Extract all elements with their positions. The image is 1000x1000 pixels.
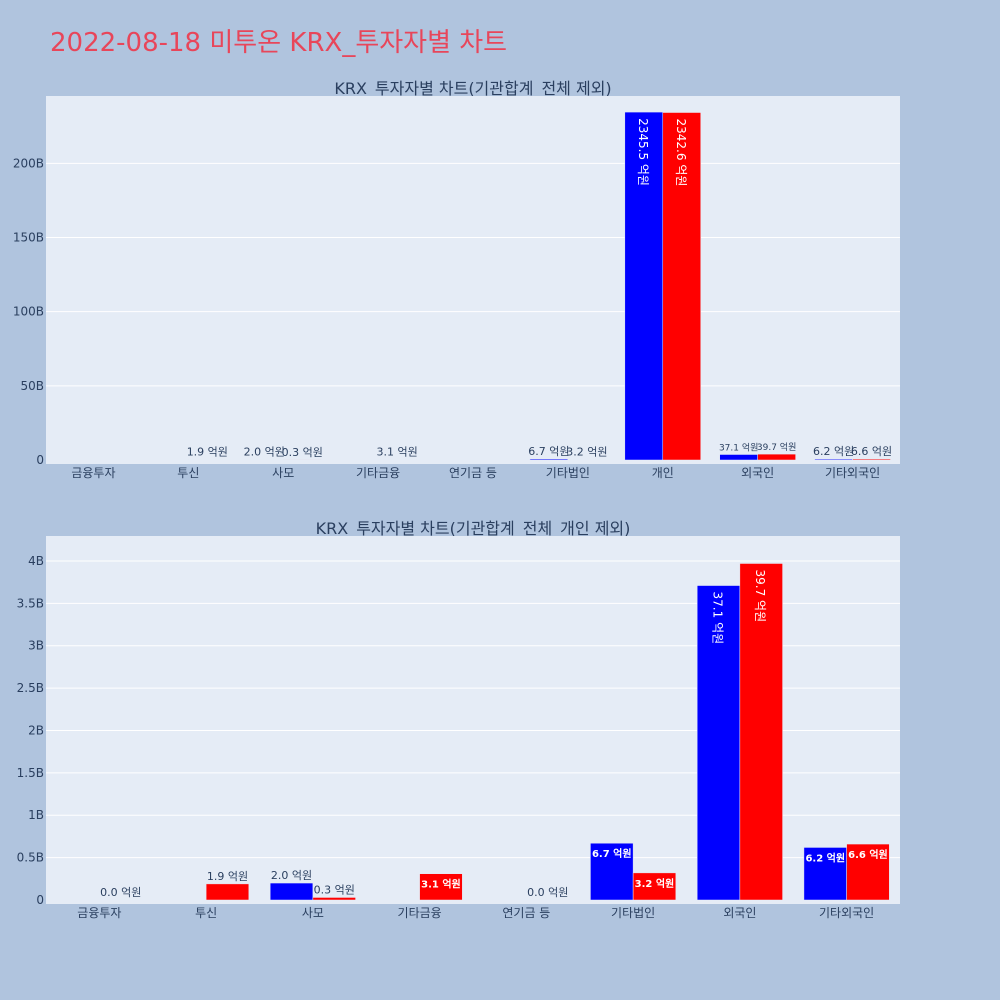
bar (757, 453, 796, 461)
bar (814, 458, 853, 461)
x-tick-label: 사모 (272, 466, 294, 480)
y-tick-label: 4B (28, 554, 44, 568)
bar (632, 872, 677, 901)
x-tick-label: 연기금 등 (449, 466, 497, 480)
data-label: 3.1 억원 (421, 878, 461, 891)
data-label: 6.7 억원 (592, 847, 632, 860)
x-tick-label: 기타법인 (546, 466, 590, 480)
bar (529, 458, 569, 461)
data-label: 0.0 억원 (100, 886, 141, 899)
data-label: 3.2 억원 (635, 877, 675, 890)
x-tick-label: 투신 (177, 466, 199, 480)
data-label: 6.2 억원 (813, 445, 854, 458)
x-tick-label: 외국인 (741, 466, 774, 480)
data-label: 37.1 억원 (719, 441, 758, 453)
x-tick-label: 외국인 (723, 906, 756, 920)
bar (719, 454, 758, 461)
chart-institutional-individual-excluded: KRX_투자자별 차트(기관합계_전체_개인 제외) 0 0.5B 1B 1.5B 2B… (17, 519, 900, 920)
y-tick-label: 100B (13, 305, 44, 319)
chart-institutional-excluded: KRX_투자자별 차트(기관합계_전체 제외) 0 50B 100B 150B 200B… (13, 79, 900, 480)
bar (696, 585, 741, 901)
data-label: 3.1 억원 (376, 446, 417, 459)
data-label: 0.3 억원 (282, 446, 323, 459)
x-tick-label: 기타금융 (356, 466, 400, 480)
data-label: 6.7 억원 (528, 445, 569, 458)
y-tick-label: 1B (28, 808, 44, 822)
x-tick-label: 기타법인 (611, 906, 655, 920)
y-tick-label: 2.5B (17, 681, 44, 695)
x-tick-label: 개인 (652, 466, 674, 480)
data-label: 39.7 억원 (753, 569, 767, 622)
chart-title: KRX_투자자별 차트(기관합계_전체 제외) (334, 79, 611, 99)
bar (269, 882, 314, 901)
y-tick-label: 200B (13, 156, 44, 170)
bar (419, 873, 463, 901)
plot-area (46, 96, 900, 464)
bar (846, 843, 890, 901)
x-tick-label: 금융투자 (77, 906, 121, 920)
y-tick-label: 0.5B (17, 851, 44, 865)
data-label: 6.2 억원 (805, 851, 845, 864)
data-label: 1.9 억원 (187, 446, 228, 459)
x-tick-label: 기타금융 (398, 906, 442, 920)
bar (739, 563, 783, 901)
data-label: 1.9 억원 (207, 870, 248, 883)
y-tick-label: 1.5B (17, 766, 44, 780)
bar (624, 111, 664, 461)
y-tick-label: 50B (20, 379, 44, 393)
data-label: 2342.6 억원 (674, 119, 688, 187)
x-tick-label: 투신 (195, 906, 217, 920)
data-label: 0.0 억원 (527, 886, 568, 899)
data-label: 6.6 억원 (848, 848, 888, 861)
x-tick-label: 기타외국인 (825, 466, 880, 480)
y-tick-label: 3B (28, 639, 44, 653)
data-label: 2.0 억원 (244, 446, 285, 459)
y-tick-label: 2B (28, 723, 44, 737)
x-tick-label: 기타외국인 (819, 906, 874, 920)
data-label: 0.3 억원 (314, 883, 355, 896)
x-tick-label: 연기금 등 (502, 906, 550, 920)
y-tick-label: 0 (36, 453, 44, 467)
bar (312, 897, 356, 901)
y-tick-label: 3.5B (17, 596, 44, 610)
data-label: 2.0 억원 (271, 869, 312, 882)
y-tick-label: 0 (36, 893, 44, 907)
data-label: 39.7 억원 (757, 441, 796, 453)
x-tick-label: 금융투자 (71, 466, 115, 480)
x-tick-label: 사모 (302, 906, 324, 920)
bar (803, 847, 847, 901)
bar (205, 883, 250, 901)
bar (852, 458, 891, 461)
data-label: 37.1 억원 (711, 592, 725, 645)
page-title: 2022-08-18 미투온 KRX_투자자별 차트 (50, 28, 508, 58)
bar (590, 842, 634, 901)
data-label: 2345.5 억원 (636, 118, 650, 186)
chart-title: KRX_투자자별 차트(기관합계_전체_개인 제외) (316, 519, 631, 539)
data-label: 3.2 억원 (566, 446, 607, 459)
data-label: 6.6 억원 (851, 445, 892, 458)
bar (662, 112, 701, 461)
y-tick-label: 150B (13, 231, 44, 245)
